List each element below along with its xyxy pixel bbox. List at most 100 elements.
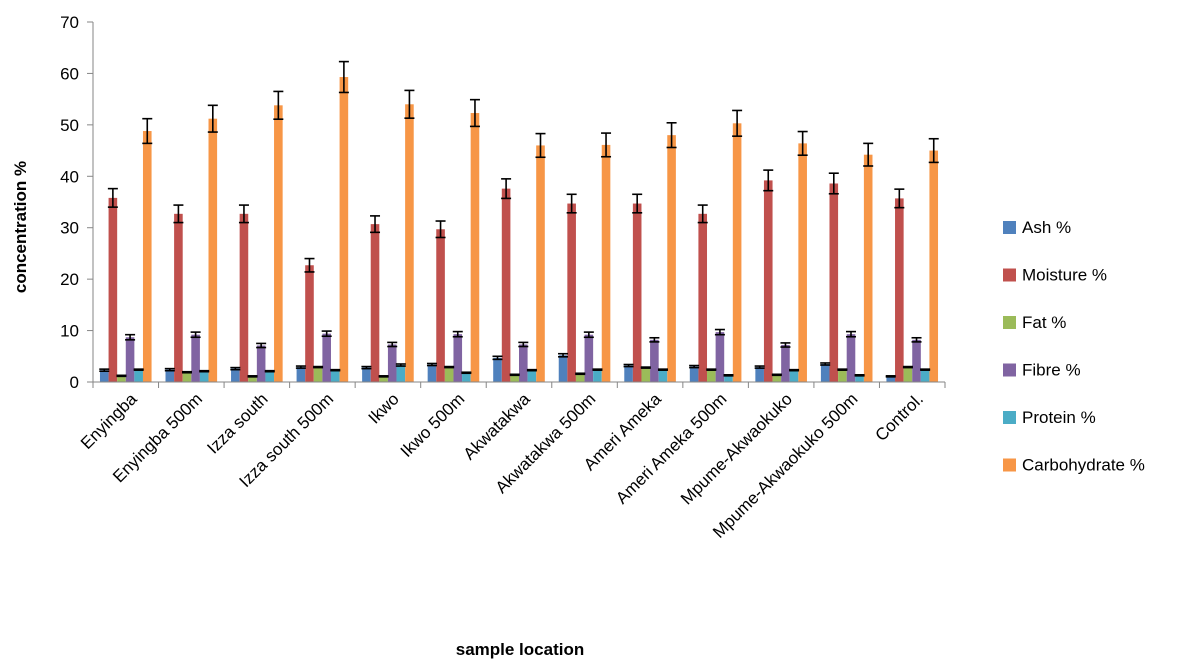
error-bar [575,372,586,376]
error-bar [920,368,931,371]
bar [527,370,537,382]
bar [667,135,676,382]
bar [370,224,380,382]
y-tick-label: 0 [70,373,79,392]
error-bar [583,331,594,339]
bar [174,213,183,382]
bar [436,229,445,382]
error-bar [885,375,896,378]
legend-label: Protein % [1022,408,1096,427]
x-tick-label: Mpume-Akwaokuko [677,389,796,508]
legend-swatch [1003,458,1016,472]
error-bar [361,365,372,370]
bar [462,372,471,382]
error-bar [732,109,743,137]
bar [789,370,799,382]
bar [405,104,414,383]
bar [650,339,659,382]
bar [732,123,742,383]
bar [470,113,480,383]
bar [493,357,502,382]
error-bar [714,328,725,336]
bar [829,183,839,382]
error-bar [247,375,258,378]
error-bar [632,193,643,214]
error-bar [207,104,218,133]
error-bar [173,204,184,224]
error-bar [845,330,856,338]
bar [536,145,545,382]
x-tick-label: Enyingba [77,389,141,453]
bar [265,371,275,382]
error-bar [330,368,341,372]
y-tick-label: 30 [60,219,79,238]
bar [846,334,856,382]
error-bar [142,117,153,145]
bar [632,203,642,382]
x-tick-label: Ikwo [365,389,403,427]
bar [863,154,873,382]
error-bar [689,364,700,369]
error-bar [518,341,529,348]
bar [698,213,708,382]
error-bar [133,368,144,371]
error-bar [789,368,800,372]
y-tick-label: 60 [60,64,79,83]
bar [444,367,454,382]
bar [519,344,528,382]
error-bar [190,331,201,339]
error-bar [426,362,437,367]
error-bar [182,370,193,374]
bar [903,367,913,382]
bar [108,197,118,382]
y-tick-label: 70 [60,13,79,32]
bar [134,369,143,382]
bar [707,369,716,382]
legend-label: Fibre % [1022,361,1081,380]
error-bar [395,363,406,367]
error-bar [911,336,922,343]
bar [274,105,283,383]
error-bar [697,204,708,224]
bar [501,188,511,382]
error-bar [894,188,905,209]
bar [191,334,200,382]
bar [387,344,397,382]
bar [575,373,585,382]
error-bar [452,330,463,338]
error-bar [763,169,774,192]
error-bar [501,178,512,200]
error-bar [264,369,275,373]
error-bar [461,371,472,375]
bar [125,337,135,382]
error-bar [321,330,332,338]
bar [584,334,594,382]
y-tick-label: 20 [60,270,79,289]
bar [895,198,904,382]
bar [624,365,633,382]
error-bar [313,365,324,369]
error-bar [854,373,865,377]
bar [322,333,331,382]
bar [912,339,921,382]
x-tick-label: Izza south [203,389,271,457]
x-tick-label: Ameri Ameka 500m [612,389,730,507]
error-bar [780,342,791,348]
bar [427,364,437,382]
y-axis-title: concentration % [11,161,30,293]
error-bar [469,98,480,128]
bar [689,366,699,382]
error-bar [304,257,315,273]
bar [199,371,209,382]
error-bar [558,352,569,358]
error-bar [387,341,398,348]
error-bar [116,374,127,378]
bar [715,332,725,382]
bar [567,203,576,382]
legend-swatch [1003,268,1016,282]
y-tick-label: 40 [60,167,79,186]
error-bars-layer [99,60,939,378]
legend-swatch [1003,221,1016,234]
error-bar [295,365,306,369]
